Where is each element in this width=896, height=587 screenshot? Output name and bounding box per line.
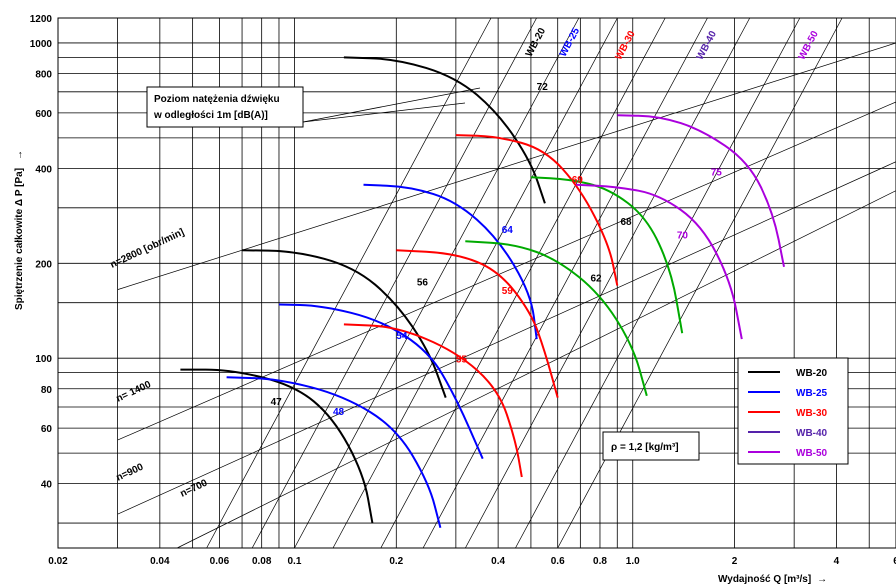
density-note-box: ρ = 1,2 [kg/m³] bbox=[602, 431, 700, 461]
fan-curves bbox=[180, 56, 785, 528]
speed-line bbox=[117, 42, 896, 290]
legend-label: WB-50 bbox=[796, 448, 828, 459]
sound-level-value: 69 bbox=[572, 175, 584, 186]
y-tick-label: 100 bbox=[35, 354, 52, 365]
x-axis-title: Wydajność Q [m³/s] → bbox=[718, 574, 827, 585]
sound-level-value: 68 bbox=[621, 217, 633, 228]
system-curve-line bbox=[465, 17, 751, 549]
x-tick-label: 6 bbox=[893, 556, 896, 567]
x-tick-label: 0.04 bbox=[150, 556, 170, 567]
sound-level-box: Poziom natężenia dźwięku w odległości 1m… bbox=[146, 86, 304, 128]
sound-level-value: 55 bbox=[456, 354, 468, 365]
y-tick-label: 800 bbox=[35, 70, 52, 81]
legend-label: WB-30 bbox=[796, 408, 828, 419]
y-tick-label: 1000 bbox=[30, 39, 53, 50]
sound-level-value: 59 bbox=[502, 286, 514, 297]
y-tick-label: 40 bbox=[41, 480, 53, 491]
y-tick-label: 60 bbox=[41, 424, 53, 435]
legend: WB-20 WB-25 WB-30 WB-40 WB-50 bbox=[737, 357, 849, 465]
x-tick-label: 4 bbox=[834, 556, 840, 567]
fan-curve-wb-20 bbox=[343, 56, 546, 204]
fan-curve-wb-50 bbox=[617, 114, 785, 267]
sound-level-value: 54 bbox=[396, 331, 408, 342]
y-tick-label: 200 bbox=[35, 259, 52, 270]
sound-box-line-2: w odległości 1m [dB(A)] bbox=[153, 110, 268, 121]
speed-line bbox=[176, 190, 896, 549]
sound-box-leader bbox=[302, 87, 481, 123]
sound-level-value: 70 bbox=[677, 230, 689, 241]
x-tick-label: 0.4 bbox=[491, 556, 505, 567]
x-tick-label: 0.1 bbox=[288, 556, 302, 567]
y-axis-title: Spiętrzenie całkowite Δ P [Pa]→ bbox=[14, 150, 25, 310]
fan-curve-wb-25 bbox=[226, 376, 442, 528]
system-curve-line bbox=[422, 17, 708, 549]
sound-level-value: 48 bbox=[333, 407, 345, 418]
y-tick-label: 600 bbox=[35, 109, 52, 120]
x-tick-label: 0.6 bbox=[551, 556, 565, 567]
x-tick-label: 0.02 bbox=[48, 556, 68, 567]
y-tick-label: 1200 bbox=[30, 14, 53, 25]
system-curve-line bbox=[294, 17, 580, 549]
legend-label: WB-20 bbox=[796, 368, 828, 379]
system-curve-line bbox=[515, 17, 801, 549]
fan-curve-wb-30 bbox=[343, 323, 523, 478]
fan-curve-wb-40 bbox=[465, 240, 648, 397]
density-note: ρ = 1,2 [kg/m³] bbox=[611, 442, 679, 453]
sound-level-value: 62 bbox=[590, 274, 602, 285]
sound-box-line-1: Poziom natężenia dźwięku bbox=[154, 94, 280, 105]
x-tick-label: 1.0 bbox=[626, 556, 640, 567]
y-tick-label: 80 bbox=[41, 385, 53, 396]
x-tick-label: 0.06 bbox=[210, 556, 230, 567]
sound-level-value: 72 bbox=[537, 82, 549, 93]
speed-line bbox=[117, 161, 896, 515]
legend-label: WB-25 bbox=[796, 388, 828, 399]
sound-level-value: 64 bbox=[502, 225, 514, 236]
x-tick-label: 2 bbox=[732, 556, 738, 567]
x-tick-label: 0.2 bbox=[389, 556, 403, 567]
system-curve-line bbox=[206, 17, 492, 549]
fan-curve-wb-40 bbox=[530, 176, 684, 334]
fan-curve-wb-50 bbox=[576, 183, 743, 340]
system-curve-line bbox=[332, 17, 618, 549]
fan-curve-wb-20 bbox=[180, 368, 374, 524]
speed-line bbox=[117, 101, 896, 441]
sound-level-value: 56 bbox=[417, 278, 429, 289]
sound-level-value: 75 bbox=[711, 167, 723, 178]
fan-curve-wb-30 bbox=[396, 249, 559, 398]
fan-curve-wb-25 bbox=[363, 183, 538, 340]
x-tick-label: 0.08 bbox=[252, 556, 272, 567]
fan-curve-wb-25 bbox=[278, 303, 484, 460]
legend-label: WB-40 bbox=[796, 428, 828, 439]
sound-level-value: 47 bbox=[271, 397, 283, 408]
y-tick-label: 400 bbox=[35, 164, 52, 175]
system-lines bbox=[117, 17, 896, 549]
fan-curve-wb-30 bbox=[455, 134, 619, 286]
sound-box-leader bbox=[302, 102, 466, 123]
x-tick-label: 0.8 bbox=[593, 556, 607, 567]
